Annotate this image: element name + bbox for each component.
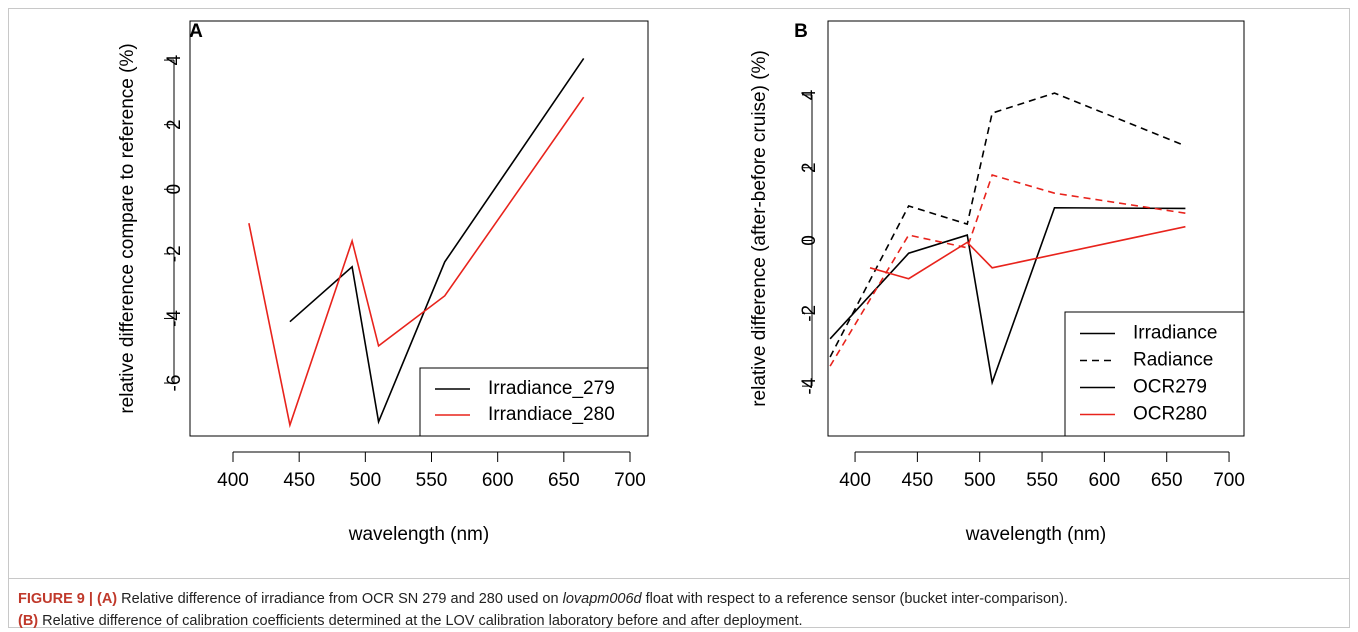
x-tick-label: 600 — [1089, 470, 1121, 491]
x-tick-label: 700 — [614, 470, 646, 491]
y-tick-label: 4 — [164, 54, 185, 65]
legend-label: Irrandiace_280 — [488, 404, 615, 425]
caption-text: float with respect to a reference sensor… — [645, 591, 1068, 607]
y-tick-label: -4 — [799, 377, 820, 394]
x-tick-label: 650 — [548, 470, 580, 491]
caption: FIGURE 9 | (A) Relative difference of ir… — [18, 588, 1348, 632]
data-line — [289, 58, 585, 425]
y-tick-label: 4 — [799, 89, 820, 100]
y-axis-label: relative difference (after-before cruise… — [749, 50, 770, 407]
caption-text: Relative difference of irradiance from O… — [121, 591, 559, 607]
y-tick-label: -6 — [164, 375, 185, 392]
x-tick-label: 400 — [839, 470, 871, 491]
data-line — [869, 225, 1186, 280]
figure-border — [8, 8, 1350, 628]
plot-frame — [827, 20, 1245, 437]
legend-label: Irradiance — [1133, 323, 1218, 344]
y-tick-label: 2 — [164, 119, 185, 130]
caption-tag: (B) — [18, 613, 39, 629]
y-tick-label: -4 — [164, 310, 185, 327]
plot-frame — [189, 20, 649, 437]
x-tick-label: 700 — [1213, 470, 1245, 491]
panel-label: B — [794, 21, 808, 42]
x-tick-label: 450 — [902, 470, 934, 491]
legend-box — [419, 367, 649, 437]
caption-italic: lovapm006d — [562, 591, 642, 607]
legend-label: OCR279 — [1133, 377, 1207, 398]
data-line — [248, 96, 585, 429]
data-line — [829, 174, 1186, 367]
x-tick-label: 550 — [416, 470, 448, 491]
y-tick-label: -2 — [799, 305, 820, 322]
data-line — [829, 206, 1186, 386]
x-tick-label: 500 — [964, 470, 996, 491]
x-tick-label: 500 — [349, 470, 381, 491]
x-axis-label: wavelength (nm) — [348, 524, 489, 545]
legend-box — [1064, 311, 1245, 437]
y-tick-label: 0 — [799, 235, 820, 246]
legend-label: OCR280 — [1133, 404, 1207, 425]
y-axis-label: relative difference compare to reference… — [117, 43, 138, 413]
x-tick-label: 650 — [1151, 470, 1183, 491]
legend-label: Radiance — [1133, 350, 1213, 371]
x-tick-label: 600 — [482, 470, 514, 491]
y-tick-label: 0 — [164, 184, 185, 195]
data-line — [829, 92, 1186, 358]
x-tick-label: 450 — [283, 470, 315, 491]
caption-text: Relative difference of calibration coeff… — [42, 613, 803, 629]
y-tick-label: 2 — [799, 162, 820, 173]
panel-label: A — [189, 21, 203, 42]
x-tick-label: 550 — [1026, 470, 1058, 491]
legend-label: Irradiance_279 — [488, 378, 615, 399]
y-tick-label: -2 — [164, 245, 185, 262]
caption-tag: (A) — [97, 591, 118, 607]
figure-label: FIGURE 9 | — [18, 591, 93, 607]
x-axis-label: wavelength (nm) — [965, 524, 1106, 545]
x-tick-label: 400 — [217, 470, 249, 491]
